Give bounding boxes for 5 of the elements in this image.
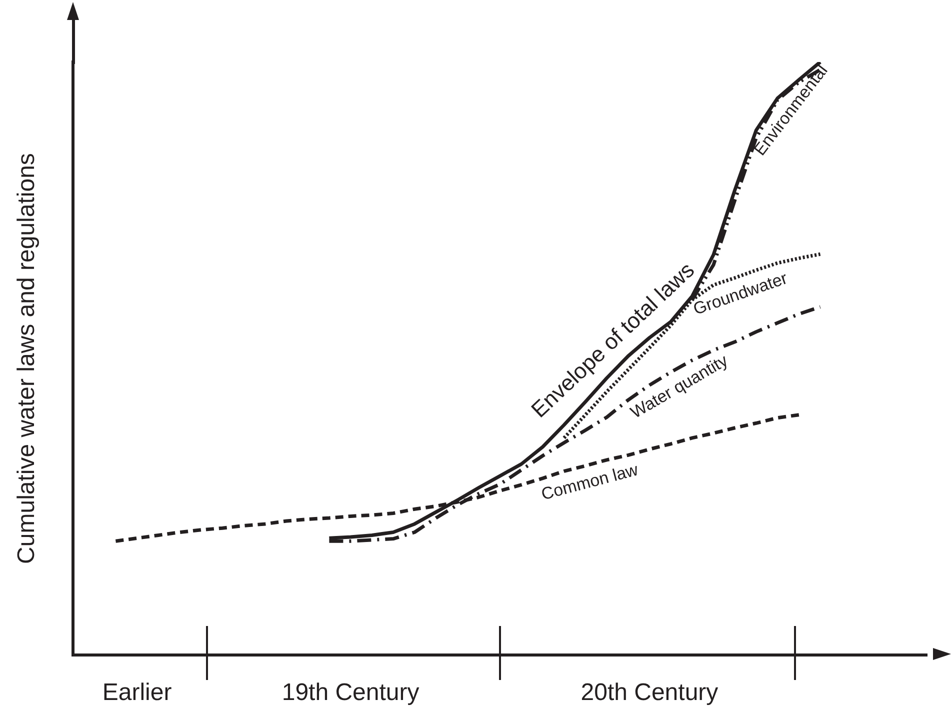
x-tick-label: 19th Century xyxy=(282,679,420,706)
x-tick-label: 20th Century xyxy=(580,679,718,706)
text: Common law xyxy=(539,460,641,504)
x-tick-label: Earlier xyxy=(102,679,172,706)
y-axis-title: Cumulative water laws and regulations xyxy=(13,153,40,564)
